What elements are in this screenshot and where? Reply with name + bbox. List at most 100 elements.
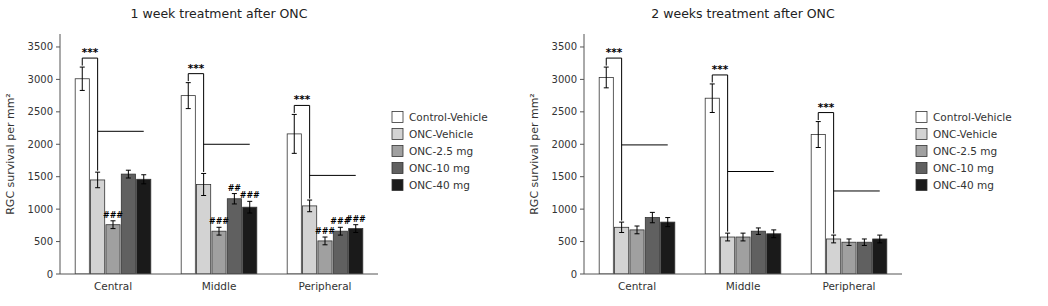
bar <box>857 242 871 274</box>
legend-swatch <box>392 180 403 191</box>
error-bar <box>635 226 640 234</box>
error-bar <box>292 114 297 153</box>
y-tick-label: 2000 <box>28 139 53 150</box>
title: 1 week treatment after ONC <box>131 6 308 21</box>
figure: 1 week treatment after ONC RGC survival p… <box>0 0 1048 306</box>
error-bar <box>847 239 852 245</box>
x-tick-label: Peripheral <box>298 280 351 292</box>
significance-label: *** <box>82 46 99 58</box>
legend-swatch <box>392 112 403 123</box>
bar <box>333 231 347 274</box>
y-tick <box>580 46 584 47</box>
bar <box>811 135 825 274</box>
x-axis <box>60 274 378 275</box>
error-bar <box>201 173 206 195</box>
legend-label: ONC-Vehicle <box>933 128 997 140</box>
error-bar <box>725 233 730 241</box>
y-axis <box>584 34 585 274</box>
y-tick <box>580 111 584 112</box>
y-tick <box>580 144 584 145</box>
bar <box>227 199 241 274</box>
y-tick <box>580 176 584 177</box>
significance-bracket <box>818 113 833 234</box>
panel: 2 weeks treatment after ONCRGC survival … <box>528 6 1012 292</box>
y-tick-label: 500 <box>558 236 577 247</box>
y-tick <box>580 274 584 275</box>
legend-swatch <box>916 180 927 191</box>
error-bar <box>247 201 252 213</box>
error-bar <box>710 84 715 113</box>
bar <box>106 225 120 274</box>
y-tick <box>56 79 60 80</box>
y-axis-label: RGC survival per mm² <box>4 93 17 215</box>
legend-swatch <box>916 163 927 174</box>
bar <box>630 230 644 274</box>
bar <box>91 180 105 274</box>
significance-label: *** <box>294 93 311 105</box>
legend-label: Control-Vehicle <box>409 111 488 123</box>
y-tick <box>580 241 584 242</box>
y-tick-label: 3000 <box>552 74 577 85</box>
y-tick-label: 0 <box>47 269 53 280</box>
legend: Control-VehicleONC-VehicleONC-2.5 mgONC-… <box>392 111 488 191</box>
annotation: ### <box>315 227 335 236</box>
error-bar <box>217 227 222 235</box>
bar <box>121 174 135 274</box>
bar <box>751 231 765 274</box>
panel: 1 week treatment after ONC RGC survival p… <box>4 6 488 292</box>
bar <box>303 206 317 274</box>
legend-swatch <box>916 112 927 123</box>
title: 2 weeks treatment after ONC <box>651 6 835 21</box>
y-tick <box>56 209 60 210</box>
significance-bracket <box>82 58 97 171</box>
bar <box>212 231 226 274</box>
annotation: ### <box>346 215 366 224</box>
legend-swatch <box>392 146 403 157</box>
y-tick <box>56 176 60 177</box>
bar <box>197 184 211 274</box>
legend-label: ONC-40 mg <box>933 179 994 191</box>
significance-bracket <box>294 105 309 198</box>
error-bar <box>816 122 821 148</box>
significance-line <box>622 144 668 145</box>
y-tick-label: 3500 <box>552 41 577 52</box>
legend-label: ONC-Vehicle <box>409 128 473 140</box>
plot-area <box>599 67 887 274</box>
legend-swatch <box>916 129 927 140</box>
y-tick-label: 1000 <box>28 204 53 215</box>
bar <box>181 96 195 274</box>
y-tick-label: 3000 <box>28 74 53 85</box>
annotation: ### <box>103 211 123 220</box>
y-tick-label: 1000 <box>552 204 577 215</box>
error-bar <box>186 83 191 109</box>
y-tick <box>580 79 584 80</box>
error-bar <box>877 235 882 243</box>
error-bar <box>95 172 100 188</box>
significance-bracket <box>712 75 727 232</box>
y-tick-label: 3500 <box>28 41 53 52</box>
bar <box>75 79 89 274</box>
significance-line <box>98 131 144 132</box>
bar <box>842 242 856 274</box>
significance-bracket <box>188 74 203 172</box>
bar <box>873 239 887 274</box>
bar <box>767 234 781 274</box>
legend: Control-VehicleONC-VehicleONC-2.5 mgONC-… <box>916 111 1012 191</box>
error-bar <box>771 230 776 238</box>
y-tick <box>56 46 60 47</box>
error-bar <box>741 233 746 241</box>
significance-line <box>834 190 880 191</box>
y-tick-label: 2500 <box>552 106 577 117</box>
bar <box>318 241 332 274</box>
y-tick-label: 1500 <box>552 171 577 182</box>
y-tick-label: 2500 <box>28 106 53 117</box>
plot-area <box>75 67 363 274</box>
error-bar <box>353 225 358 233</box>
x-tick-label: Peripheral <box>822 280 875 292</box>
legend-label: Control-Vehicle <box>933 111 1012 123</box>
annotation: ### <box>209 217 229 226</box>
y-tick <box>580 209 584 210</box>
x-tick-label: Middle <box>202 280 237 292</box>
error-bar <box>665 218 670 227</box>
significance-line <box>310 175 356 176</box>
